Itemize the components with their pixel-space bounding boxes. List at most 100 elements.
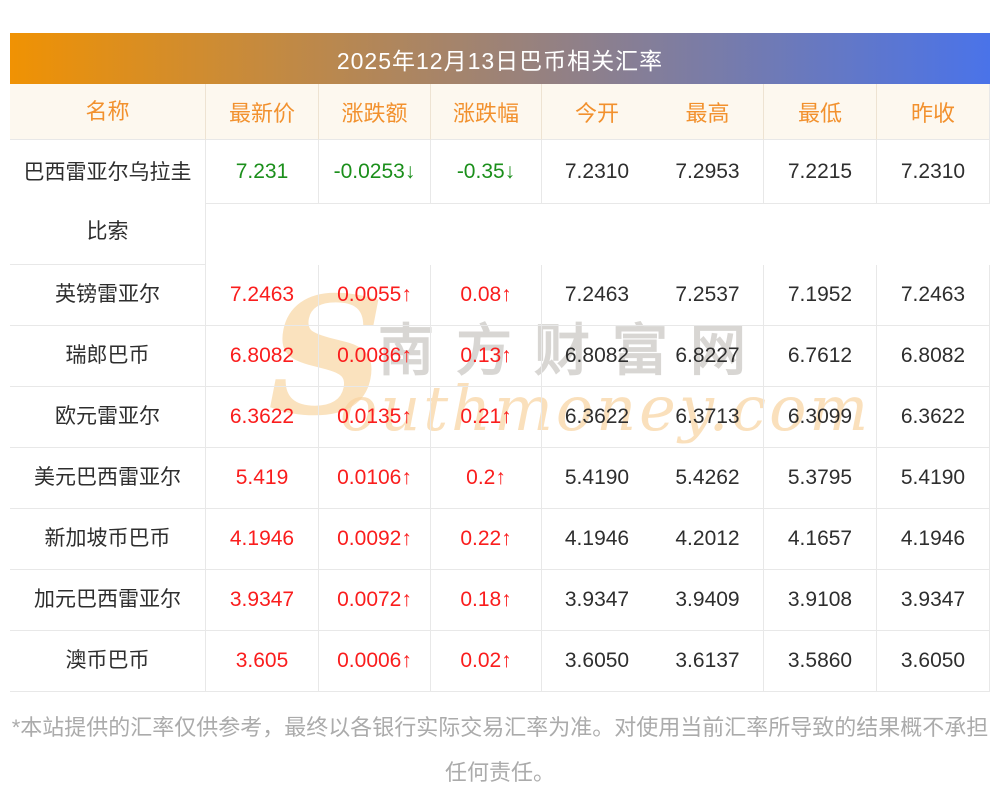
value-latest-price: 7.2463 xyxy=(229,283,295,306)
value-prev-close: 5.4190 xyxy=(900,466,966,489)
cell-change-amount: 0.0072↑ xyxy=(318,570,430,631)
column-header-label: 最高 xyxy=(685,100,730,126)
column-header-open: 今开 xyxy=(541,84,652,140)
column-header-label: 涨跌幅 xyxy=(452,100,519,126)
value-latest-price: 4.1946 xyxy=(229,527,295,550)
value-high: 6.3713 xyxy=(675,405,740,428)
cell-change-amount: 0.0086↑ xyxy=(318,326,430,387)
cell-change-amount: 0.0055↑ xyxy=(318,265,430,326)
cell-open: 3.6050 xyxy=(541,631,652,692)
cell-open: 7.2310 xyxy=(541,140,652,204)
cell-name: 加元巴西雷亚尔 xyxy=(10,570,206,631)
value-change-amount: 0.0135↑ xyxy=(337,405,412,428)
value-prev-close: 7.2463 xyxy=(900,283,966,306)
cell-change-percent: 0.22↑ xyxy=(430,509,541,570)
column-header-low: 最低 xyxy=(763,84,876,140)
value-change-amount: -0.0253↓ xyxy=(333,159,416,183)
column-header-prev-close: 昨收 xyxy=(876,84,990,140)
currency-pair-name: 巴西雷亚尔乌拉圭比索 xyxy=(23,161,192,243)
column-header-change-amount: 涨跌额 xyxy=(318,84,430,140)
value-latest-price: 6.8082 xyxy=(229,344,295,367)
value-change-percent: 0.22↑ xyxy=(460,527,512,550)
title-banner: 2025年12月13日巴币相关汇率 xyxy=(10,33,990,84)
cell-change-amount: 0.0106↑ xyxy=(318,448,430,509)
value-latest-price: 7.231 xyxy=(235,159,289,183)
cell-prev-close: 3.6050 xyxy=(876,631,990,692)
cell-prev-close: 6.3622 xyxy=(876,387,990,448)
value-latest-price: 6.3622 xyxy=(229,405,295,428)
cell-low: 3.9108 xyxy=(763,570,876,631)
cell-name: 巴西雷亚尔乌拉圭比索 xyxy=(10,140,206,265)
exchange-rate-table: S 南方财富网 outhmoney.com 名称 最新价 涨跌额 涨跌幅 今开 最高 最低昨… xyxy=(10,84,990,692)
value-open: 6.3622 xyxy=(564,405,630,428)
currency-pair-name: 加元巴西雷亚尔 xyxy=(34,587,181,611)
cell-open: 6.8082 xyxy=(541,326,652,387)
table-row: 英镑雷亚尔 7.2463 0.0055↑ 0.08↑ 7.2463 7.2537 7.195… xyxy=(10,265,990,326)
table-row: 欧元雷亚尔 6.3622 0.0135↑ 0.21↑ 6.3622 6.3713 6.309… xyxy=(10,387,990,448)
cell-low: 5.3795 xyxy=(763,448,876,509)
cell-change-percent: 0.2↑ xyxy=(430,448,541,509)
value-prev-close: 6.8082 xyxy=(900,344,966,367)
value-latest-price: 3.605 xyxy=(235,649,289,672)
value-open: 3.9347 xyxy=(564,588,630,611)
cell-latest-price: 7.231 xyxy=(206,140,318,204)
cell-name: 英镑雷亚尔 xyxy=(10,265,206,326)
cell-prev-close: 5.4190 xyxy=(876,448,990,509)
value-high: 7.2953 xyxy=(675,159,740,183)
cell-change-percent: 0.18↑ xyxy=(430,570,541,631)
cell-name: 美元巴西雷亚尔 xyxy=(10,448,206,509)
cell-prev-close: 7.2310 xyxy=(876,140,990,204)
cell-high: 7.2537 xyxy=(652,265,763,326)
value-change-percent: 0.02↑ xyxy=(460,649,512,672)
value-latest-price: 5.419 xyxy=(235,466,289,489)
column-header-label: 最低 xyxy=(797,100,842,126)
currency-pair-name: 英镑雷亚尔 xyxy=(55,282,160,306)
value-low: 3.5860 xyxy=(787,649,853,672)
cell-latest-price: 3.9347 xyxy=(206,570,318,631)
table-row: 瑞郎巴币 6.8082 0.0086↑ 0.13↑ 6.8082 6.8227 6.7612… xyxy=(10,326,990,387)
value-open: 7.2310 xyxy=(564,159,630,183)
value-prev-close: 4.1946 xyxy=(900,527,966,550)
cell-prev-close: 7.2463 xyxy=(876,265,990,326)
table-row: 新加坡币巴币 4.1946 0.0092↑ 0.22↑ 4.1946 4.2012 4.16… xyxy=(10,509,990,570)
cell-change-percent: -0.35↓ xyxy=(430,140,541,204)
cell-high: 6.8227 xyxy=(652,326,763,387)
disclaimer-footer: *本站提供的汇率仅供参考，最终以各银行实际交易汇率为准。对使用当前汇率所导致的结… xyxy=(10,692,990,793)
cell-name: 澳币巴币 xyxy=(10,631,206,692)
value-high: 4.2012 xyxy=(675,527,740,550)
value-change-percent: 0.13↑ xyxy=(460,344,512,367)
table-row: 巴西雷亚尔乌拉圭比索 7.231 -0.0253↓ -0.35↓ 7.2310 7.295… xyxy=(10,140,990,265)
value-change-amount: 0.0006↑ xyxy=(337,649,412,672)
value-prev-close: 3.6050 xyxy=(900,649,966,672)
cell-change-amount: 0.0092↑ xyxy=(318,509,430,570)
cell-low: 6.3099 xyxy=(763,387,876,448)
cell-open: 6.3622 xyxy=(541,387,652,448)
cell-low: 7.1952 xyxy=(763,265,876,326)
cell-change-percent: 0.08↑ xyxy=(430,265,541,326)
table-row: 澳币巴币 3.605 0.0006↑ 0.02↑ 3.6050 3.6137 3.5860 3… xyxy=(10,631,990,692)
column-header-label: 今开 xyxy=(574,100,619,126)
cell-high: 7.2953 xyxy=(652,140,763,204)
table-row: 美元巴西雷亚尔 5.419 0.0106↑ 0.2↑ 5.4190 5.4262 5.379… xyxy=(10,448,990,509)
cell-change-amount: 0.0006↑ xyxy=(318,631,430,692)
column-header-high: 最高 xyxy=(652,84,763,140)
value-low: 6.3099 xyxy=(787,405,853,428)
value-high: 3.9409 xyxy=(675,588,740,611)
cell-change-percent: 0.02↑ xyxy=(430,631,541,692)
cell-latest-price: 6.8082 xyxy=(206,326,318,387)
cell-change-percent: 0.13↑ xyxy=(430,326,541,387)
column-header-label: 昨收 xyxy=(910,100,955,126)
value-prev-close: 6.3622 xyxy=(900,405,966,428)
cell-high: 5.4262 xyxy=(652,448,763,509)
cell-latest-price: 7.2463 xyxy=(206,265,318,326)
cell-name: 新加坡币巴币 xyxy=(10,509,206,570)
table-row: 加元巴西雷亚尔 3.9347 0.0072↑ 0.18↑ 3.9347 3.9409 3.9… xyxy=(10,570,990,631)
cell-latest-price: 6.3622 xyxy=(206,387,318,448)
value-low: 3.9108 xyxy=(787,588,853,611)
cell-high: 4.2012 xyxy=(652,509,763,570)
value-change-amount: 0.0072↑ xyxy=(337,588,412,611)
column-header-name: 名称 xyxy=(10,84,206,140)
column-header-latest-price: 最新价 xyxy=(206,84,318,140)
value-open: 7.2463 xyxy=(564,283,630,306)
